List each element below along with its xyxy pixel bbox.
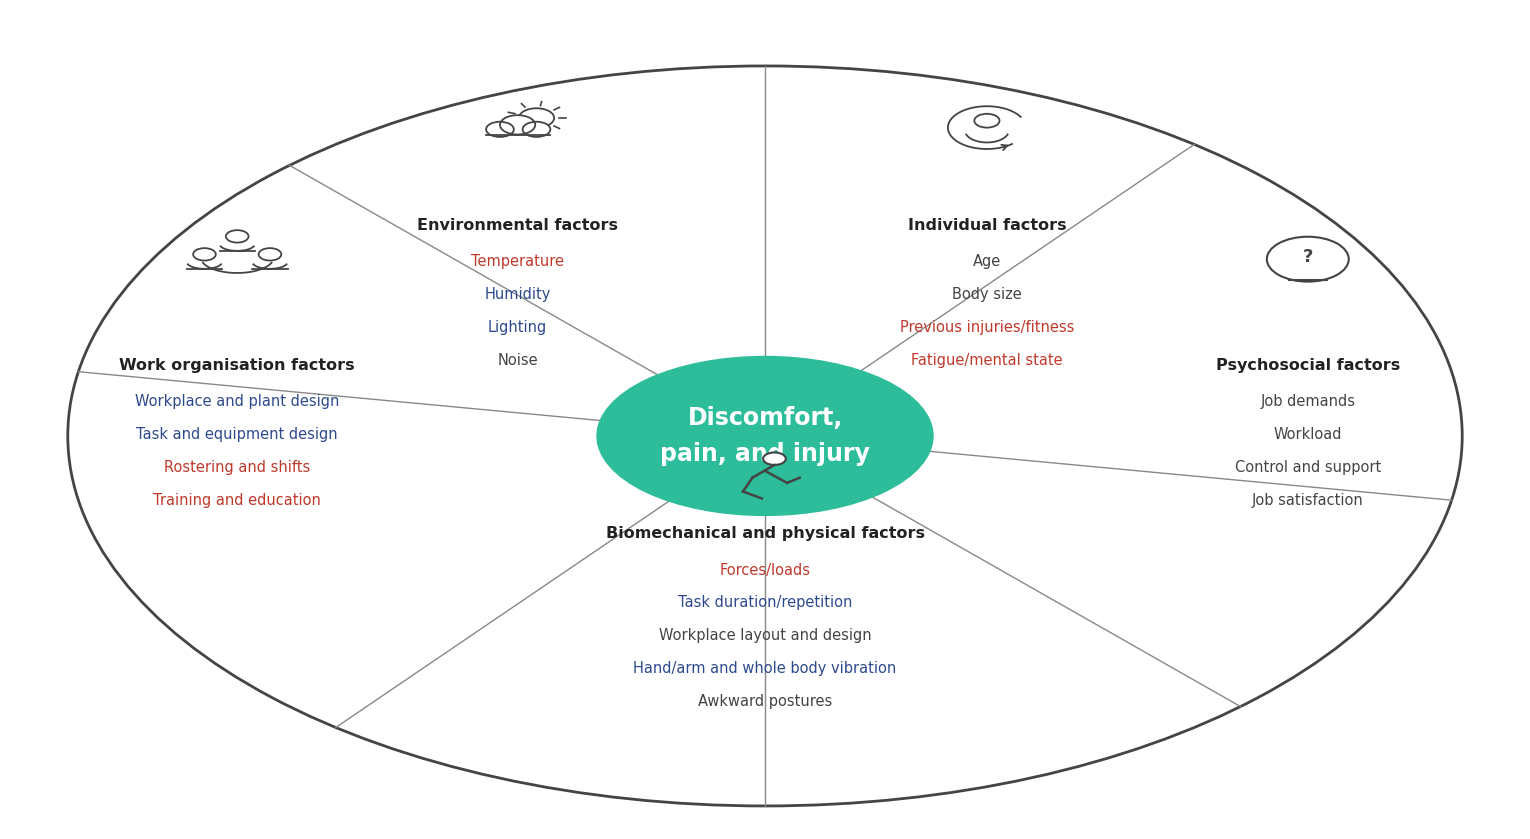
Text: Control and support: Control and support — [1235, 460, 1382, 475]
Text: Awkward postures: Awkward postures — [698, 694, 832, 709]
Text: Workplace and plant design: Workplace and plant design — [135, 394, 340, 409]
Circle shape — [259, 248, 282, 261]
Circle shape — [500, 115, 536, 134]
Text: Age: Age — [973, 254, 1001, 269]
Circle shape — [487, 122, 514, 137]
Circle shape — [523, 122, 551, 137]
Text: Humidity: Humidity — [485, 287, 551, 302]
Text: Environmental factors: Environmental factors — [418, 218, 618, 233]
Text: Fatigue/mental state: Fatigue/mental state — [910, 353, 1063, 367]
Text: Task duration/repetition: Task duration/repetition — [678, 596, 852, 611]
Text: Lighting: Lighting — [488, 320, 548, 335]
Text: Work organisation factors: Work organisation factors — [119, 358, 355, 373]
Text: Training and education: Training and education — [153, 492, 321, 508]
Text: Rostering and shifts: Rostering and shifts — [164, 460, 311, 475]
Circle shape — [975, 114, 999, 128]
Text: Noise: Noise — [497, 353, 539, 367]
Text: Previous injuries/fitness: Previous injuries/fitness — [900, 320, 1074, 335]
Text: Workload: Workload — [1273, 427, 1342, 442]
Text: Workplace layout and design: Workplace layout and design — [659, 628, 871, 644]
Circle shape — [193, 248, 216, 261]
Circle shape — [1267, 237, 1349, 282]
Text: Temperature: Temperature — [471, 254, 565, 269]
Text: Task and equipment design: Task and equipment design — [136, 427, 338, 442]
Text: ?: ? — [1302, 248, 1313, 267]
Circle shape — [226, 230, 248, 242]
Ellipse shape — [597, 356, 933, 516]
Text: Biomechanical and physical factors: Biomechanical and physical factors — [606, 526, 924, 541]
Circle shape — [519, 108, 554, 128]
Text: pain, and injury: pain, and injury — [659, 442, 871, 466]
Text: Individual factors: Individual factors — [907, 218, 1066, 233]
Text: Psychosocial factors: Psychosocial factors — [1216, 358, 1400, 373]
Text: Forces/loads: Forces/loads — [719, 563, 811, 577]
Text: Discomfort,: Discomfort, — [687, 406, 843, 430]
Text: Job satisfaction: Job satisfaction — [1252, 492, 1363, 508]
Text: Body size: Body size — [952, 287, 1022, 302]
Text: Hand/arm and whole body vibration: Hand/arm and whole body vibration — [633, 661, 897, 676]
Text: Job demands: Job demands — [1261, 394, 1356, 409]
Circle shape — [763, 452, 786, 465]
